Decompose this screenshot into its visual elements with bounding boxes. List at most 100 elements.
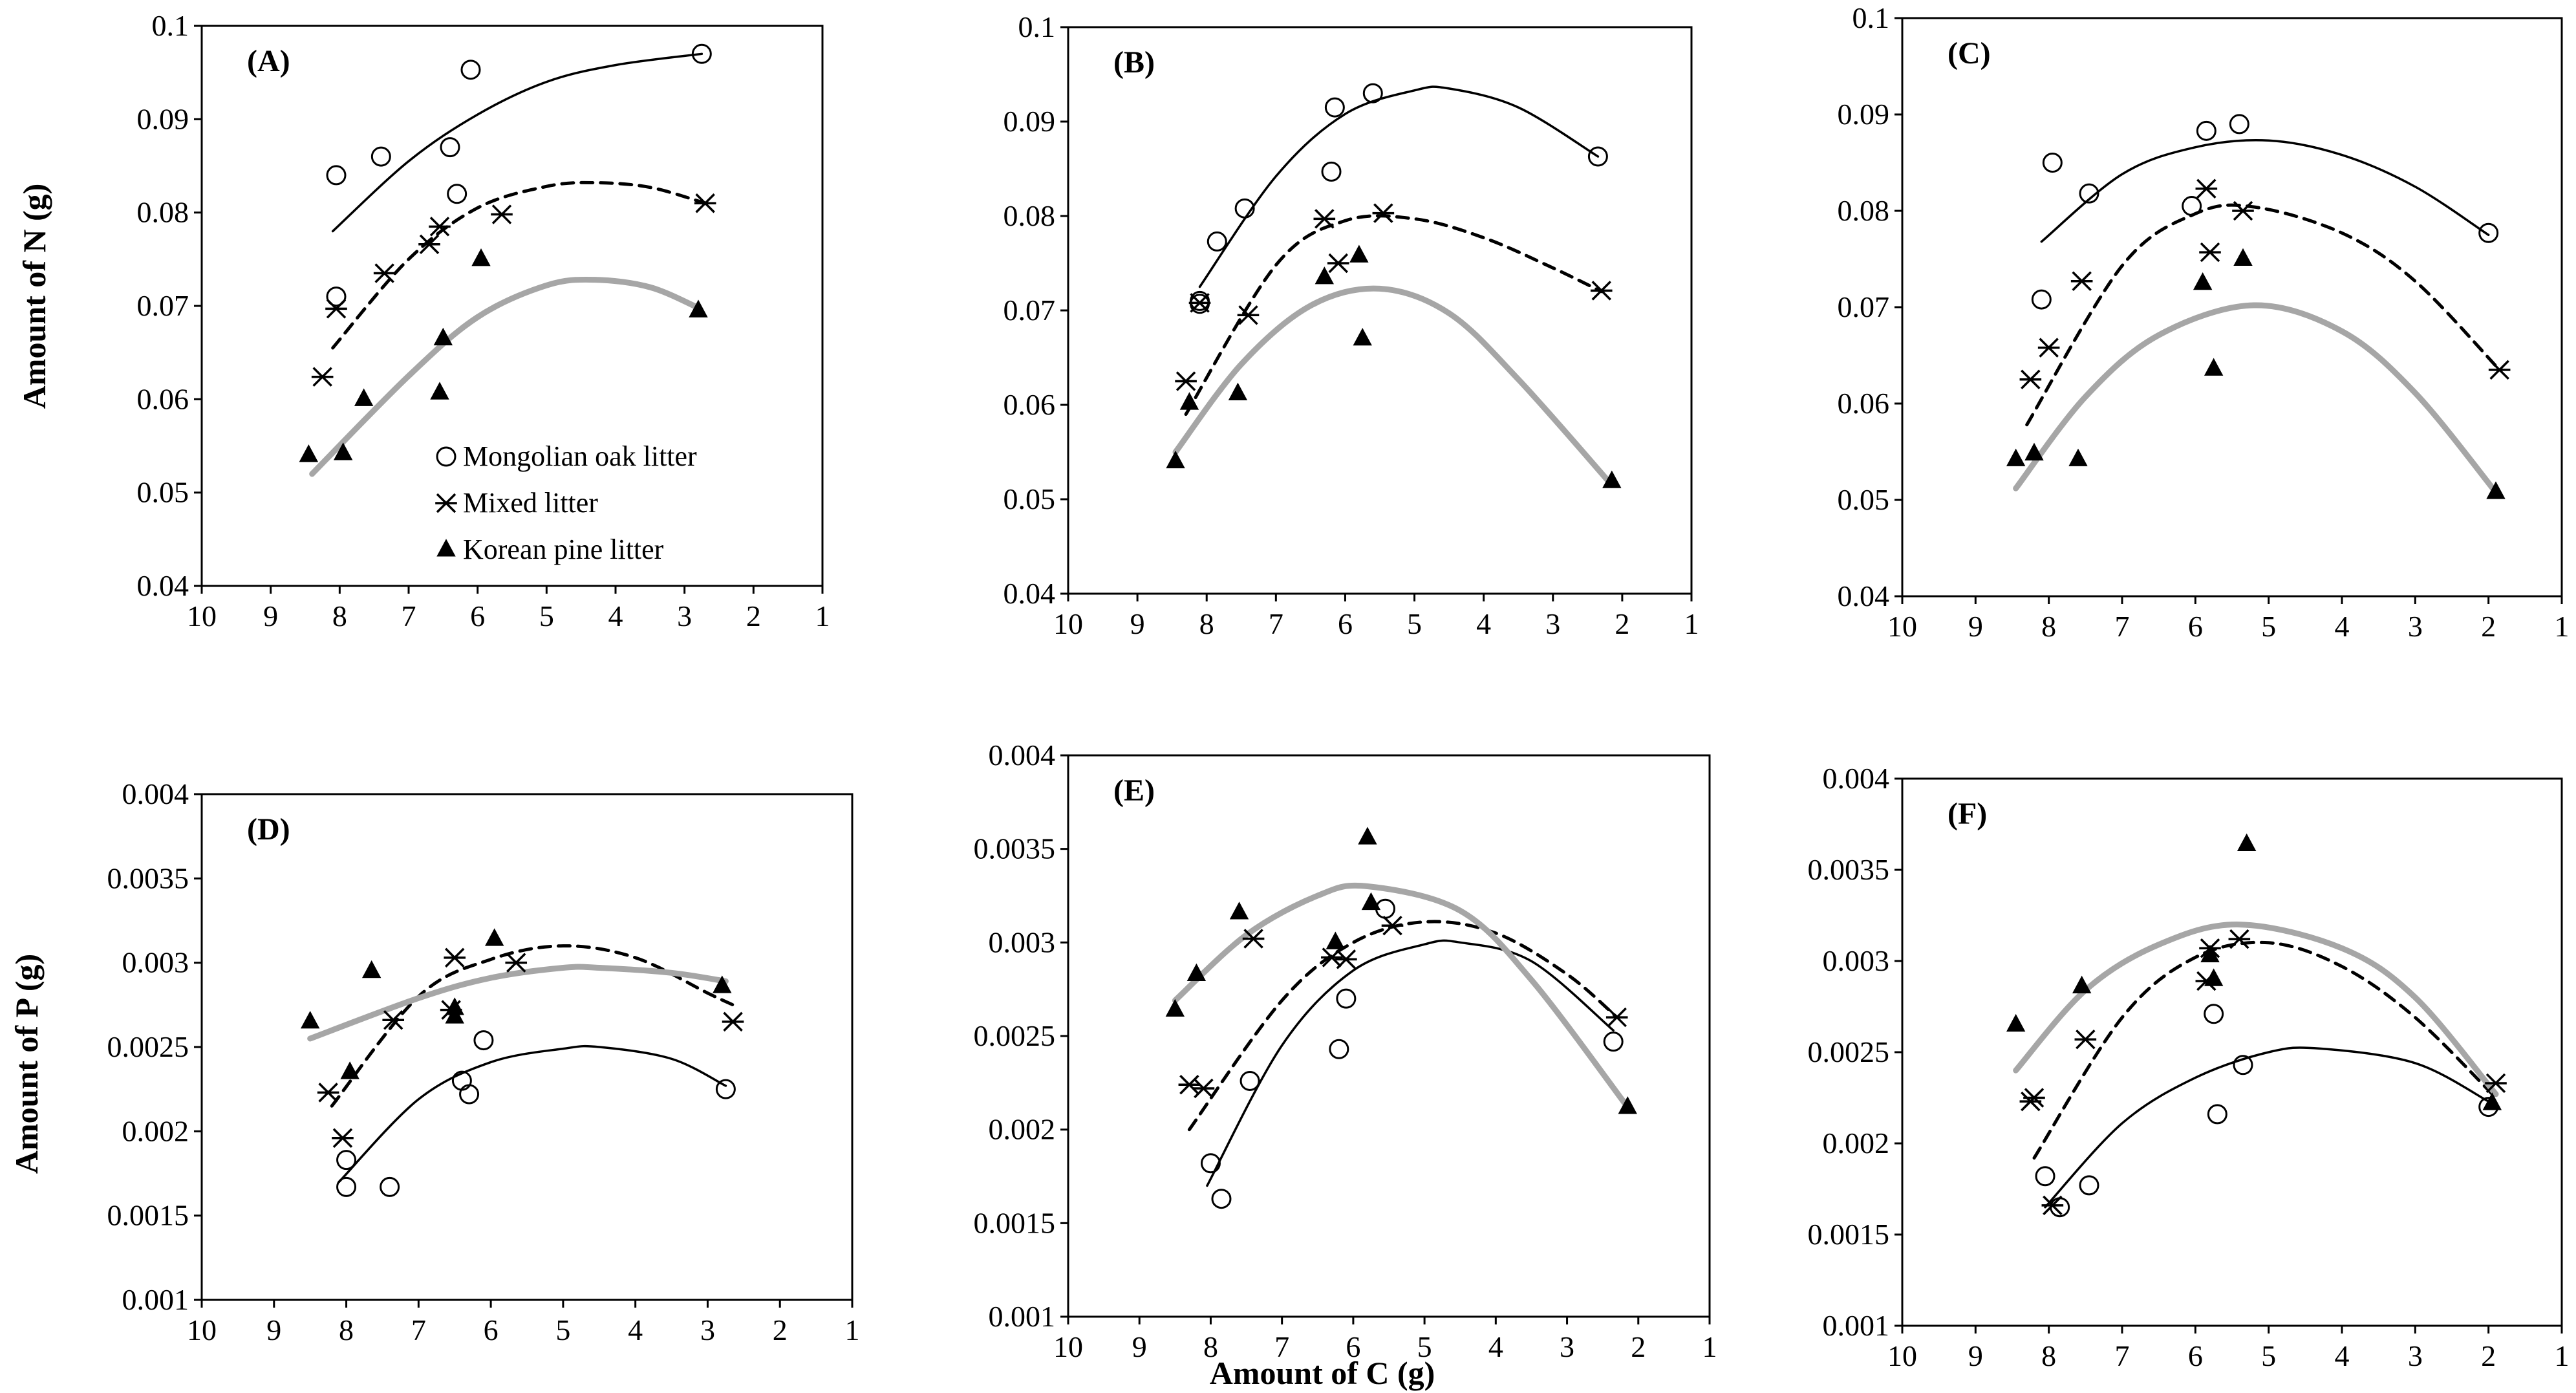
data-point-oak [460,59,481,80]
panel-label: (D) [247,812,290,847]
x-axis-title: Amount of C (g) [1210,1355,1435,1391]
x-tick-label: 2 [2481,610,2496,643]
y-tick-label: 0.004 [1823,762,1890,795]
plot-frame [200,25,824,587]
data-point-pine [1358,826,1377,845]
x-tick-label: 10 [1053,607,1083,640]
y-tick-label: 0.001 [122,1283,189,1316]
data-point-oak [336,1176,357,1197]
data-point-pine [2482,1092,2502,1110]
data-point-mixed [382,1010,405,1030]
x-tick-label: 6 [1338,607,1353,640]
y-tick-label: 0.1 [152,9,189,42]
data-point-oak [370,146,391,167]
x-tick-label: 8 [339,1313,354,1346]
x-tick-label: 8 [1203,1330,1218,1363]
y-tick-label: 0.06 [1004,388,1056,421]
data-point-mixed [2199,242,2221,263]
x-tick-label: 1 [2555,1339,2570,1372]
data-point-mixed [2023,1088,2045,1108]
y-tick-label: 0.004 [989,739,1056,772]
data-point-pine [2193,272,2213,290]
x-tick-label: 9 [266,1313,281,1346]
y-axis-title-n: Amount of N (g) [16,184,52,409]
data-point-mixed [2070,271,2093,292]
y-tick-label: 0.07 [1004,294,1056,327]
data-point-mixed [317,1083,339,1103]
data-point-mixed [1175,371,1197,391]
data-point-oak [1362,83,1383,103]
data-point-pine [430,382,449,400]
chart-panel-1: 0.04 0.05 0.06 0.07 0.08 0.09 0.1 10 9 8 7 6 5 4 3 2 1 (A… [137,9,830,632]
panels: 0.04 0.05 0.06 0.07 0.08 0.09 0.1 10 9 8 7 6 5 4 3 2 1 (A… [107,1,2570,1372]
data-point-oak [1329,1039,1349,1059]
x-tick-label: 6 [1346,1330,1360,1363]
data-point-oak [2042,153,2063,173]
y-tick-label: 0.0035 [974,832,1056,865]
y-tick-label: 0.1 [1018,10,1056,43]
data-point-oak [2079,183,2099,204]
panel-label: (F) [1948,797,1987,831]
legend-marker-mixed [435,493,457,513]
data-point-oak [715,1079,736,1099]
y-tick-label: 0.001 [989,1300,1056,1333]
data-point-oak [440,137,460,158]
data-point-mixed [2019,369,2042,389]
x-tick-label: 7 [402,599,416,632]
y-tick-label: 0.09 [137,102,189,135]
chart-panel-3: 0.04 0.05 0.06 0.07 0.08 0.09 0.1 10 9 8 7 6 5 4 3 2 1 (C… [1838,1,2570,643]
chart-panel-6: 0.001 0.0015 0.002 0.0025 0.003 0.0035 0.004 10… [1808,762,2570,1372]
legend-marker-pine [436,539,456,557]
data-point-mixed [2488,360,2511,380]
data-point-oak [1587,146,1608,167]
data-point-pine [2006,1013,2026,1032]
data-point-pine [1315,266,1335,285]
y-tick-label: 0.002 [989,1113,1056,1146]
x-tick-label: 5 [555,1313,570,1346]
data-point-mixed [332,1128,354,1148]
x-tick-label: 1 [815,599,830,632]
data-point-mixed [1372,203,1395,223]
data-point-pine [361,960,381,978]
y-tick-label: 0.003 [1823,944,1890,977]
data-point-mixed [2195,178,2218,199]
data-point-oak [1321,161,1342,182]
data-point-mixed [418,234,440,254]
data-point-oak [380,1176,400,1197]
data-point-pine [445,997,464,1015]
data-point-mixed [694,193,716,213]
x-tick-label: 7 [1269,607,1283,640]
data-point-oak [326,165,347,186]
data-point-pine [713,975,732,993]
data-point-mixed [1327,253,1349,274]
data-point-mixed [491,204,513,224]
data-point-pine [2204,968,2224,986]
plot-frame [1067,26,1693,595]
x-tick-label: 8 [332,599,347,632]
x-tick-label: 5 [539,599,554,632]
data-point-mixed [2228,929,2251,949]
data-point-oak [2182,196,2202,217]
data-point-oak [1211,1189,1232,1209]
data-point-oak [691,43,712,64]
x-tick-label: 8 [2041,1339,2056,1372]
data-point-oak [447,184,467,204]
data-point-mixed [1188,293,1211,313]
data-point-pine [485,928,504,946]
data-point-pine [471,248,491,266]
data-point-pine [433,327,453,346]
trend-line-mixed [1184,214,1604,416]
data-point-pine [2072,975,2092,993]
data-point-pine [2006,448,2026,466]
y-tick-label: 0.0035 [1808,853,1890,886]
y-tick-label: 0.0015 [107,1199,189,1232]
data-point-oak [2031,289,2052,310]
y-tick-label: 0.1 [1852,1,1890,34]
trend-line-pine [309,276,702,477]
x-tick-label: 3 [2408,610,2423,643]
data-point-oak [326,286,347,307]
data-point-mixed [505,953,528,973]
data-point-pine [1186,963,1207,982]
data-point-pine [2486,481,2506,499]
y-tick-label: 0.04 [1004,577,1056,610]
